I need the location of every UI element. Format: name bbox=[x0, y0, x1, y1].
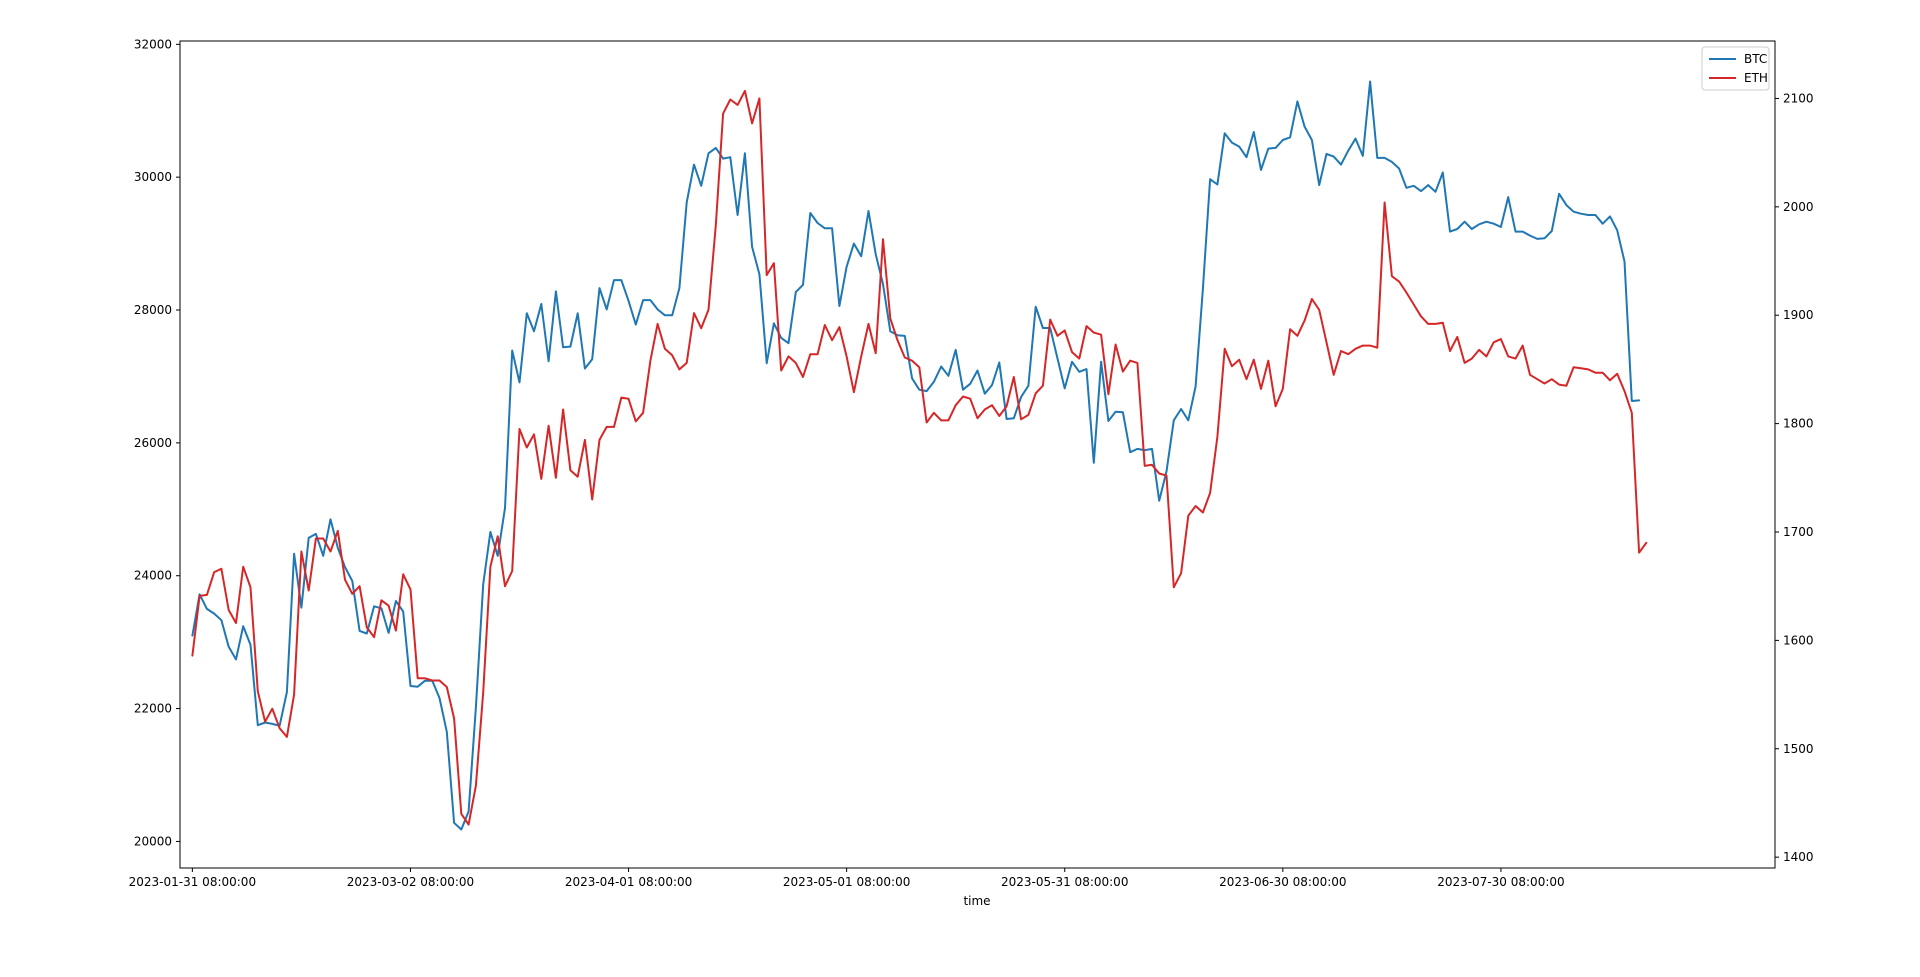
x-tick-label: 2023-05-31 08:00:00 bbox=[1001, 875, 1128, 889]
series-line-btc bbox=[191, 80, 1641, 831]
y-left-tick-label: 22000 bbox=[134, 702, 172, 716]
legend-label-btc: BTC bbox=[1744, 52, 1767, 66]
x-tick-label: 2023-04-01 08:00:00 bbox=[565, 875, 692, 889]
y-axis-left: 20000 22000 24000 26000 28000 30000 32000 bbox=[134, 37, 180, 848]
y-right-tick-label: 1800 bbox=[1783, 417, 1814, 431]
legend-label-eth: ETH bbox=[1744, 71, 1768, 85]
y-right-tick-label: 1600 bbox=[1783, 633, 1814, 647]
y-right-tick-label: 1900 bbox=[1783, 308, 1814, 322]
y-right-tick-label: 1400 bbox=[1783, 850, 1814, 864]
y-left-tick-label: 20000 bbox=[134, 834, 172, 848]
x-axis-title: time bbox=[963, 894, 990, 908]
series-line-eth bbox=[191, 89, 1648, 826]
y-left-tick-label: 32000 bbox=[134, 37, 172, 51]
legend-box bbox=[1701, 46, 1770, 91]
y-left-tick-label: 26000 bbox=[134, 436, 172, 450]
x-axis: 2023-01-31 08:00:00 2023-03-02 08:00:00 20… bbox=[129, 868, 1565, 889]
y-right-tick-label: 1700 bbox=[1783, 525, 1814, 539]
y-axis-right: 1400 1500 1600 1700 1800 1900 2000 2100 bbox=[1775, 91, 1814, 864]
legend: BTC ETH bbox=[1701, 46, 1770, 91]
x-tick-label: 2023-07-30 08:00:00 bbox=[1437, 875, 1564, 889]
x-tick-label: 2023-05-01 08:00:00 bbox=[783, 875, 910, 889]
x-tick-label: 2023-03-02 08:00:00 bbox=[347, 875, 474, 889]
y-left-tick-label: 24000 bbox=[134, 569, 172, 583]
y-right-tick-label: 2000 bbox=[1783, 200, 1814, 214]
series-layer bbox=[191, 80, 1648, 831]
y-left-tick-label: 30000 bbox=[134, 170, 172, 184]
y-right-tick-label: 1500 bbox=[1783, 742, 1814, 756]
y-right-tick-label: 2100 bbox=[1783, 91, 1814, 105]
plot-frame bbox=[179, 40, 1776, 869]
x-tick-label: 2023-06-30 08:00:00 bbox=[1219, 875, 1346, 889]
x-tick-label: 2023-01-31 08:00:00 bbox=[129, 875, 256, 889]
y-left-tick-label: 28000 bbox=[134, 303, 172, 317]
